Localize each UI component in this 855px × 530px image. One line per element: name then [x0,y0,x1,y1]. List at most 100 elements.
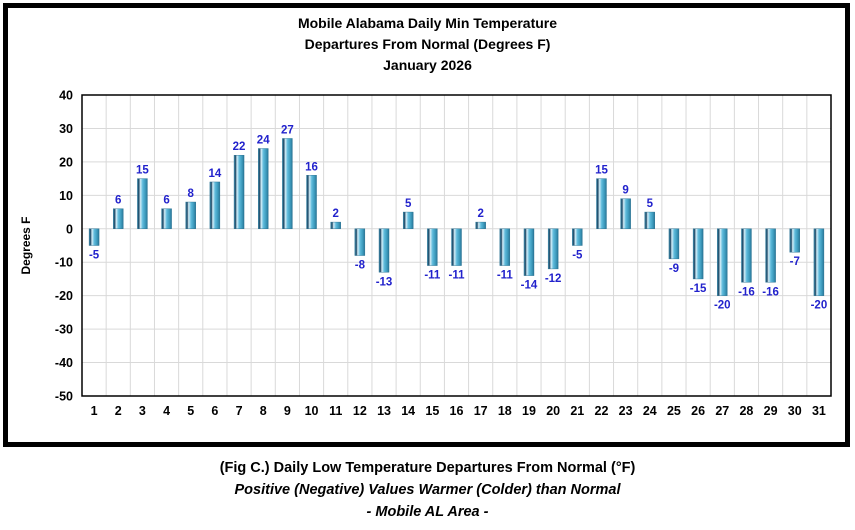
bar-value-label: 24 [257,135,270,147]
bar [354,228,366,256]
y-tick-label: 30 [59,122,73,136]
bar [813,228,825,296]
chart-title-line-1: Mobile Alabama Daily Min Temperature [297,15,558,31]
bar-value-label: 8 [188,188,195,200]
bar-value-label: -11 [497,270,514,282]
bar-value-label: -7 [790,256,800,268]
x-tick-label: 4 [163,404,170,418]
bar [717,228,728,296]
x-tick-label: 31 [812,404,826,418]
x-tick-label: 11 [329,404,342,418]
x-tick-label: 13 [377,404,391,418]
bar [427,228,438,266]
bar [523,228,535,276]
x-tick-label: 8 [260,404,267,418]
x-tick-label: 24 [643,404,657,418]
bar [282,138,293,229]
y-tick-label: 20 [59,155,73,169]
bar [306,175,317,229]
bar-value-label: 5 [647,198,654,210]
y-tick-label: 10 [59,189,73,203]
bar-value-label: 15 [595,165,608,177]
x-tick-label: 20 [546,404,560,418]
bar-value-label: -15 [690,283,707,295]
bar-value-label: 2 [477,208,483,220]
bar [692,228,704,280]
bar-value-label: -20 [714,300,731,312]
bar-value-label: 6 [163,195,169,207]
x-tick-label: 5 [187,404,194,418]
bar [499,228,511,266]
x-tick-label: 14 [401,404,415,418]
bar [185,201,196,229]
x-tick-label: 25 [667,404,681,418]
x-tick-label: 9 [284,404,291,418]
bar-value-label: -11 [449,270,466,282]
bar-value-label: -16 [762,286,779,298]
bar-value-label: 5 [405,198,412,210]
bar [137,178,148,229]
caption-line-3: - Mobile AL Area - [366,504,489,520]
bar-value-label: -5 [572,250,583,262]
bar-value-label: -14 [521,280,538,292]
bar-value-label: 15 [136,165,149,177]
bar-value-label: -20 [811,300,828,312]
bar [402,211,414,229]
x-tick-label: 21 [570,404,584,418]
x-tick-label: 2 [115,404,122,418]
x-tick-label: 19 [522,404,536,418]
x-tick-label: 16 [450,404,464,418]
bar [233,154,245,229]
bar [88,228,100,246]
x-tick-label: 22 [595,404,609,418]
x-tick-label: 26 [691,404,705,418]
bar [258,148,269,229]
bar [741,228,752,283]
y-tick-label: 0 [66,222,73,236]
y-tick-label: 40 [59,89,73,103]
bar [668,228,680,260]
x-tick-label: 17 [474,404,488,418]
chart-title: Mobile Alabama Daily Min Temperature Dep… [0,13,855,76]
x-tick-label: 28 [739,404,753,418]
bar-value-label: -8 [355,260,366,272]
bar [765,228,776,283]
x-tick-label: 3 [139,404,146,418]
y-tick-label: -20 [55,289,73,303]
bar [161,208,172,229]
bar [209,181,221,229]
bar [113,208,124,229]
x-tick-label: 1 [91,404,98,418]
bar [620,198,631,229]
figure-caption: (Fig C.) Daily Low Temperature Departure… [0,457,855,523]
y-tick-label: -50 [55,390,73,404]
plot-border [81,94,832,397]
bar-value-label: -16 [738,286,755,298]
bar-value-label: 14 [208,168,221,180]
bar [547,228,559,270]
bar-value-label: 6 [115,195,121,207]
bar [644,211,655,229]
x-tick-label: 7 [236,404,243,418]
x-tick-label: 10 [305,404,319,418]
x-tick-label: 18 [498,404,512,418]
caption-line-2: Positive (Negative) Values Warmer (Colde… [234,482,621,498]
x-tick-label: 23 [619,404,633,418]
bar-value-label: 16 [305,161,318,173]
chart-title-line-2: Departures From Normal (Degrees F) [304,36,551,52]
x-tick-label: 30 [788,404,802,418]
bar-value-label: 9 [622,185,628,197]
bar-value-label: 22 [233,141,246,153]
x-tick-label: 6 [211,404,218,418]
bar [596,178,607,229]
bar [451,228,462,266]
bar-value-label: -13 [376,276,393,288]
bar-value-label: -5 [89,250,100,262]
caption-line-1: (Fig C.) Daily Low Temperature Departure… [219,460,636,476]
bar [475,221,486,229]
y-tick-label: -40 [55,356,73,370]
x-tick-label: 15 [425,404,439,418]
bar [572,228,583,246]
bar-value-label: -9 [669,263,679,275]
